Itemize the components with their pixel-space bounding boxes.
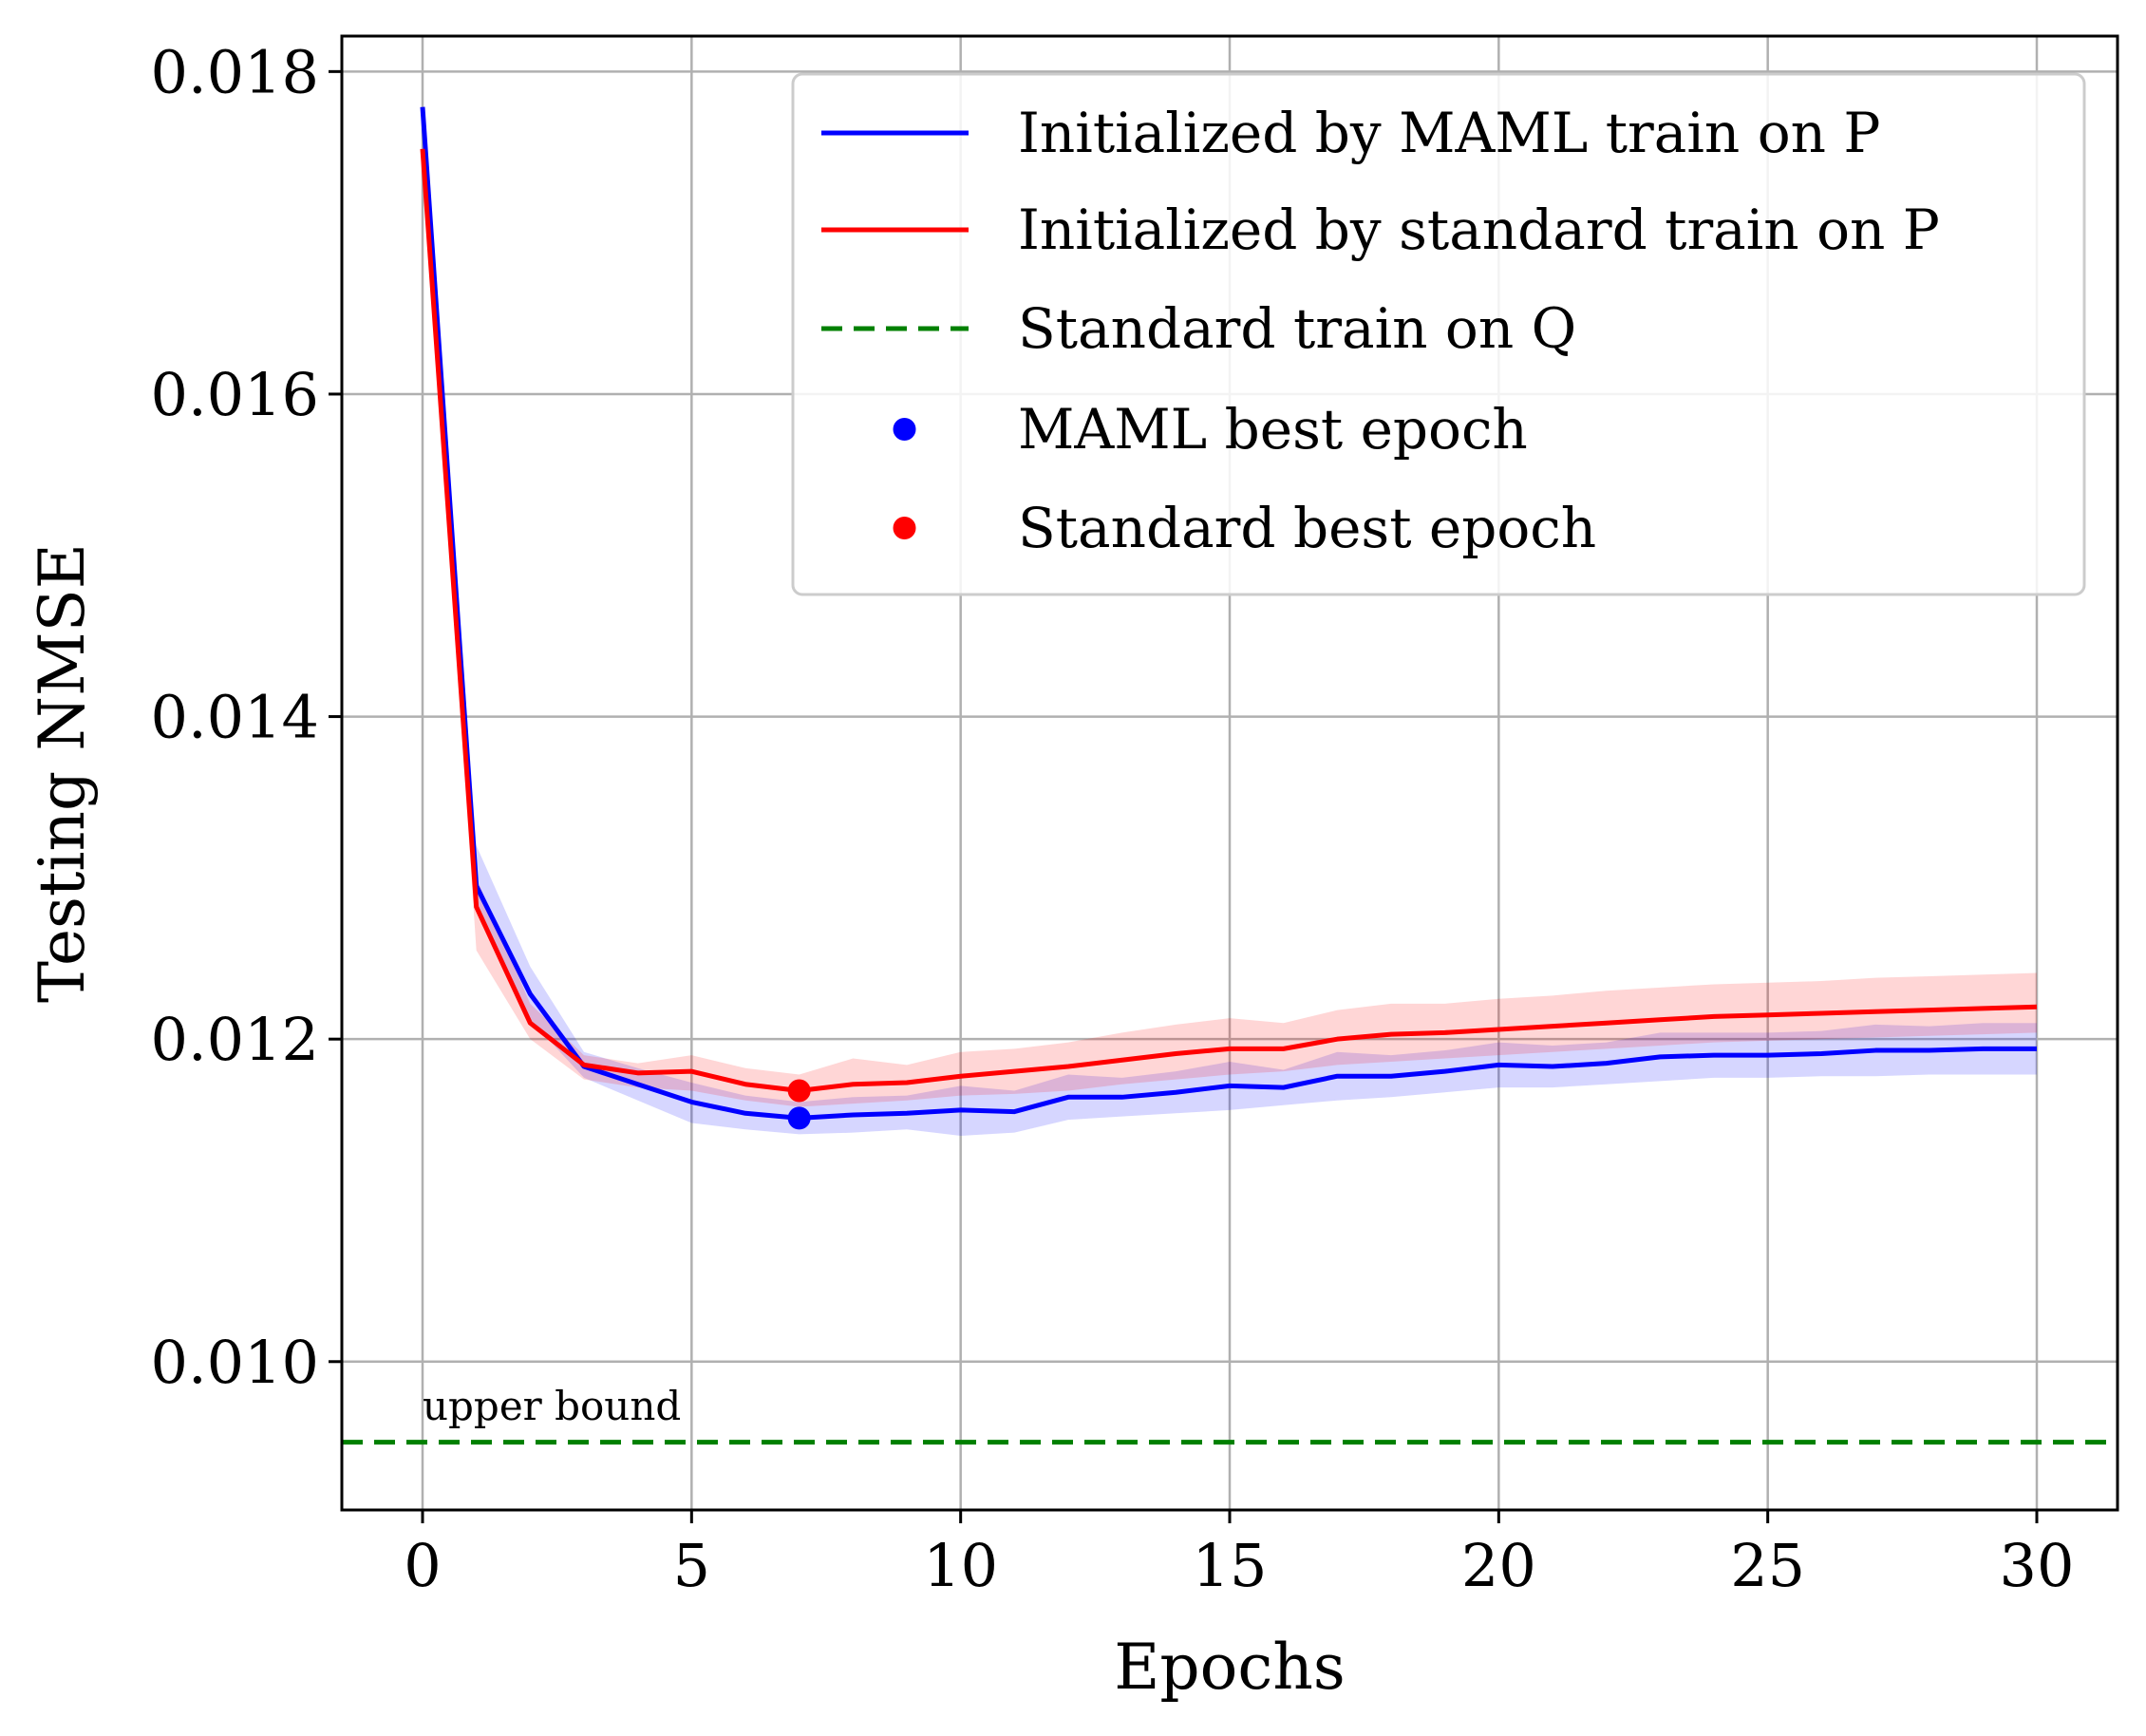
x-tick-label: 15 — [1193, 1531, 1268, 1600]
y-tick-label: 0.018 — [151, 37, 320, 106]
series-line-1 — [420, 148, 2038, 1094]
legend-box — [791, 72, 2086, 596]
y-tick-label: 0.016 — [151, 360, 320, 429]
best-point-1 — [787, 1079, 811, 1103]
x-tick-label: 5 — [673, 1531, 710, 1600]
annotations: upper bound — [423, 1383, 681, 1429]
legend-label: Initialized by standard train on P — [1018, 198, 1940, 262]
x-tick-label: 20 — [1461, 1531, 1536, 1600]
axis-ticks: 0 5 10 15 20 25 30 0.010 0.012 0.014 0.016 0.018 — [151, 37, 2075, 1600]
legend: Initialized by MAML train on P Initialize… — [791, 72, 2086, 596]
legend-label: Standard train on Q — [1018, 296, 1576, 361]
legend-swatch-dot — [893, 418, 916, 441]
series-lines — [420, 106, 2038, 1121]
x-axis-title: Epochs — [1114, 1631, 1346, 1704]
best-points — [787, 1079, 811, 1130]
legend-label: MAML best epoch — [1018, 397, 1528, 462]
best-point-0 — [787, 1106, 811, 1130]
x-tick-label: 10 — [923, 1531, 998, 1600]
legend-swatch-dot — [893, 517, 916, 539]
band-series-0 — [423, 104, 2037, 1137]
x-tick-label: 25 — [1730, 1531, 1805, 1600]
legend-label: Standard best epoch — [1018, 496, 1596, 560]
legend-items: Initialized by MAML train on P Initialize… — [821, 101, 1940, 560]
series-line-0 — [420, 106, 2037, 1121]
annotation-text: upper bound — [423, 1383, 681, 1429]
x-tick-label: 30 — [2000, 1531, 2075, 1600]
y-tick-label: 0.014 — [151, 683, 320, 752]
y-tick-label: 0.010 — [151, 1328, 320, 1397]
legend-label: Initialized by MAML train on P — [1018, 101, 1880, 165]
y-axis-title: Testing NMSE — [26, 543, 99, 1003]
x-tick-label: 0 — [404, 1531, 441, 1600]
y-tick-label: 0.012 — [151, 1005, 320, 1074]
